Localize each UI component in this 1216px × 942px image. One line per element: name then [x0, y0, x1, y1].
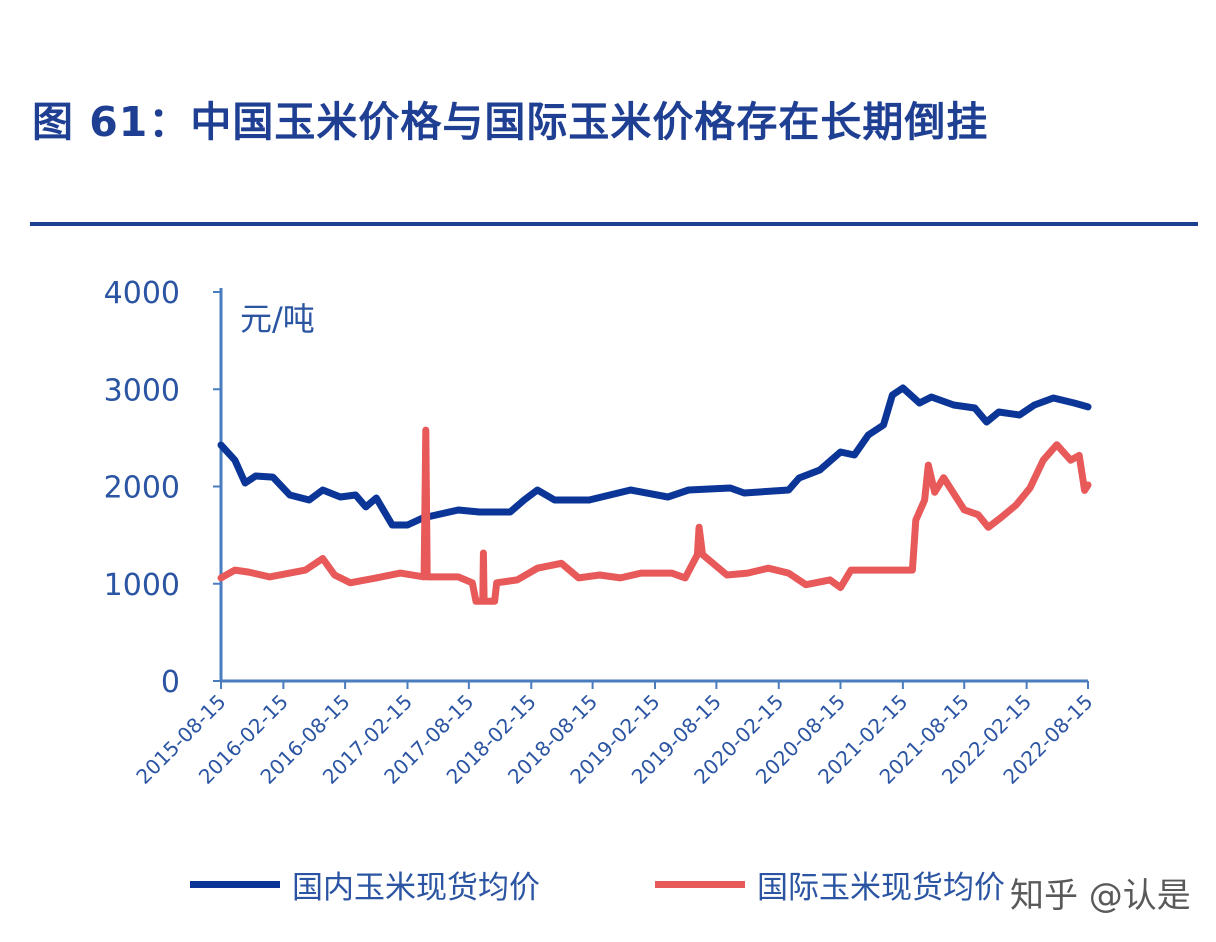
y-tick-label: 3000 — [104, 373, 180, 408]
x-axis: 2015-08-152016-02-152016-08-152017-02-15… — [131, 679, 1098, 789]
y-axis: 0 1000 2000 3000 4000 — [104, 276, 223, 700]
legend-label-international: 国际玉米现货均价 — [757, 870, 1005, 906]
legend-item-domestic: 国内玉米现货均价 — [190, 862, 540, 907]
y-tick-label: 4000 — [104, 276, 180, 311]
y-tick-label: 0 — [161, 665, 180, 700]
y-tick-label: 1000 — [104, 568, 180, 603]
legend-swatch-domestic — [190, 881, 280, 888]
series-lines — [217, 384, 1092, 605]
watermark: 知乎 @认是 — [1010, 876, 1191, 916]
legend-swatch-international — [655, 881, 745, 888]
chart-title: 图 61：中国玉米价格与国际玉米价格存在长期倒挂 — [32, 98, 989, 146]
y-tick-label: 2000 — [104, 471, 180, 506]
series-line-domestic — [217, 384, 1092, 529]
title-divider — [30, 222, 1198, 226]
legend-label-domestic: 国内玉米现货均价 — [292, 870, 540, 906]
series-line-international — [217, 426, 1092, 605]
y-axis-label: 元/吨 — [240, 300, 315, 338]
legend-item-international: 国际玉米现货均价 — [655, 862, 1005, 907]
